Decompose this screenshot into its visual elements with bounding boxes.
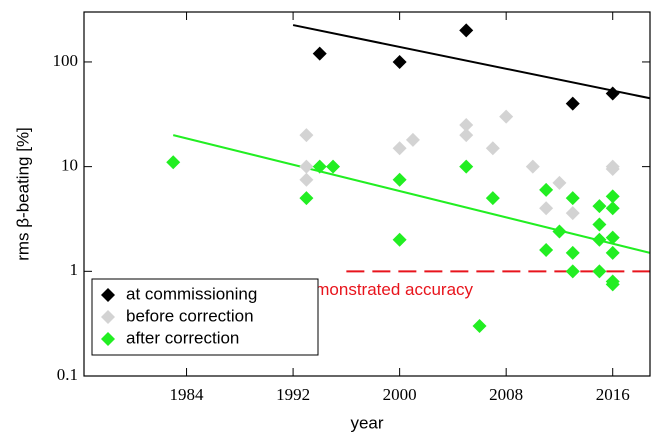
x-tick-label: 2000: [383, 385, 417, 404]
point: [605, 230, 620, 245]
x-tick-label: 1992: [276, 385, 310, 404]
point: [312, 46, 327, 61]
point: [472, 319, 487, 334]
y-tick-label: 10: [61, 156, 78, 175]
y-tick-label: 100: [53, 51, 79, 70]
y-axis-label: rms β-beating [%]: [13, 127, 32, 261]
point: [565, 96, 580, 111]
legend-label: at commissioning: [126, 284, 257, 303]
point: [592, 217, 607, 232]
legend-swatch: [101, 332, 115, 346]
point: [592, 232, 607, 247]
legend-label: after correction: [126, 328, 239, 347]
point: [459, 128, 474, 143]
point: [485, 141, 500, 156]
legend-label: before correction: [126, 306, 254, 325]
point: [299, 172, 314, 187]
x-tick-label: 2016: [596, 385, 630, 404]
point: [605, 245, 620, 260]
point: [405, 132, 420, 147]
point: [392, 54, 407, 69]
x-tick-label: 2008: [489, 385, 523, 404]
legend-swatch: [101, 288, 115, 302]
point: [552, 224, 567, 239]
point: [539, 201, 554, 216]
point: [299, 159, 314, 174]
point: [525, 159, 540, 174]
x-tick-label: 1984: [170, 385, 205, 404]
point: [539, 242, 554, 257]
point: [565, 206, 580, 221]
point: [592, 199, 607, 214]
point: [605, 86, 620, 101]
point: [326, 159, 341, 174]
point: [312, 159, 327, 174]
legend-swatch: [101, 310, 115, 324]
point: [605, 189, 620, 204]
point: [605, 161, 620, 176]
plot-frame: [83, 11, 651, 377]
point: [485, 191, 500, 206]
y-tick-label: 1: [70, 260, 79, 279]
point: [605, 201, 620, 216]
reference-label: demonstrated accuracy: [296, 280, 473, 299]
fit-line: [172, 134, 651, 254]
point: [459, 117, 474, 132]
point: [539, 182, 554, 197]
point: [392, 172, 407, 187]
point: [459, 159, 474, 174]
point: [605, 277, 620, 292]
point: [565, 191, 580, 206]
point: [459, 23, 474, 38]
legend-box: [91, 278, 319, 356]
x-axis-label: year: [350, 413, 383, 432]
point: [552, 175, 567, 190]
point: [499, 109, 514, 124]
point: [392, 232, 407, 247]
point: [392, 141, 407, 156]
point: [299, 191, 314, 206]
point: [565, 264, 580, 279]
y-tick-label: 0.1: [57, 365, 78, 384]
point: [565, 245, 580, 260]
point: [299, 128, 314, 143]
point: [592, 264, 607, 279]
fit-line: [292, 24, 651, 100]
point: [166, 155, 181, 170]
